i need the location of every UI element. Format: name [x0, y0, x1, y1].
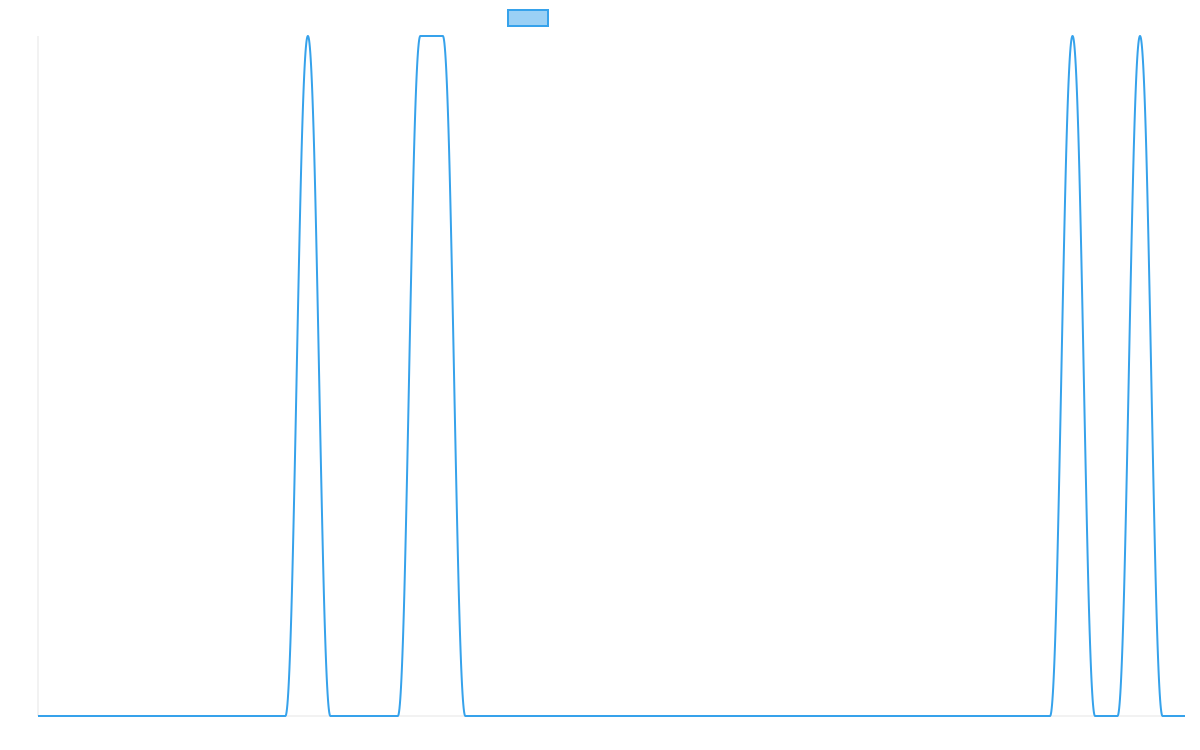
legend[interactable] — [507, 9, 549, 27]
legend-swatch[interactable] — [507, 9, 549, 27]
series-line-0 — [38, 35, 1185, 717]
axes — [37, 36, 1185, 717]
series-layer — [38, 35, 1185, 717]
